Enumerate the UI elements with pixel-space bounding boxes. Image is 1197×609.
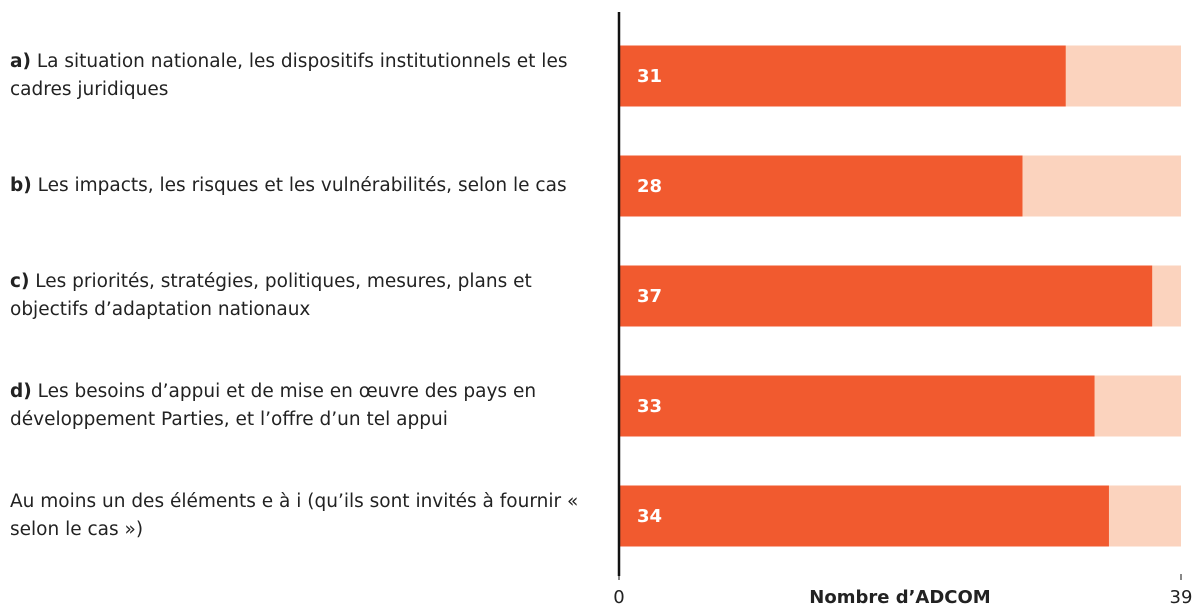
value-label: 28 <box>637 176 662 197</box>
bar <box>619 45 1066 107</box>
category-label: d) Les besoins d’appui et de mise en œuv… <box>10 381 537 430</box>
category-label: a) La situation nationale, les dispositi… <box>10 51 568 100</box>
category-label: b) Les impacts, les risques et les vulné… <box>10 175 567 196</box>
x-axis-label: Nombre d’ADCOM <box>809 587 990 608</box>
category-label: Au moins un des éléments e à i (qu’ils s… <box>10 491 579 540</box>
value-label: 37 <box>637 286 662 307</box>
bar <box>619 485 1109 547</box>
category-label: c) Les priorités, stratégies, politiques… <box>10 271 532 320</box>
value-label: 33 <box>637 396 662 417</box>
x-tick-label: 39 <box>1170 587 1193 608</box>
bar <box>619 265 1153 327</box>
value-label: 34 <box>637 506 662 527</box>
bar <box>619 155 1023 217</box>
value-label: 31 <box>637 66 662 87</box>
bar <box>619 375 1095 437</box>
x-tick-label: 0 <box>613 587 624 608</box>
